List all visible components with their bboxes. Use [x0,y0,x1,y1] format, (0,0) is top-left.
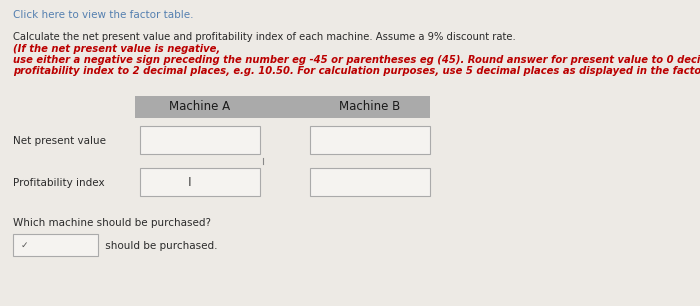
FancyBboxPatch shape [135,96,430,118]
Text: use either a negative sign preceding the number eg -45 or parentheses eg (45). R: use either a negative sign preceding the… [13,55,700,65]
Text: Net present value: Net present value [13,136,106,146]
FancyBboxPatch shape [310,126,430,154]
Text: profitability index to 2 decimal places, e.g. 10.50. For calculation purposes, u: profitability index to 2 decimal places,… [13,66,700,76]
Text: Machine B: Machine B [340,100,400,114]
FancyBboxPatch shape [140,168,260,196]
Text: ✓: ✓ [21,241,29,249]
Text: I: I [188,176,192,188]
Text: (If the net present value is negative,: (If the net present value is negative, [13,44,220,54]
Text: should be purchased.: should be purchased. [102,241,218,251]
Text: Profitability index: Profitability index [13,178,104,188]
FancyBboxPatch shape [13,234,98,256]
FancyBboxPatch shape [310,168,430,196]
Text: Calculate the net present value and profitability index of each machine. Assume : Calculate the net present value and prof… [13,32,519,42]
Text: Machine A: Machine A [169,100,230,114]
Text: Click here to view the factor table.: Click here to view the factor table. [13,10,193,20]
FancyBboxPatch shape [140,126,260,154]
Text: Which machine should be purchased?: Which machine should be purchased? [13,218,211,228]
